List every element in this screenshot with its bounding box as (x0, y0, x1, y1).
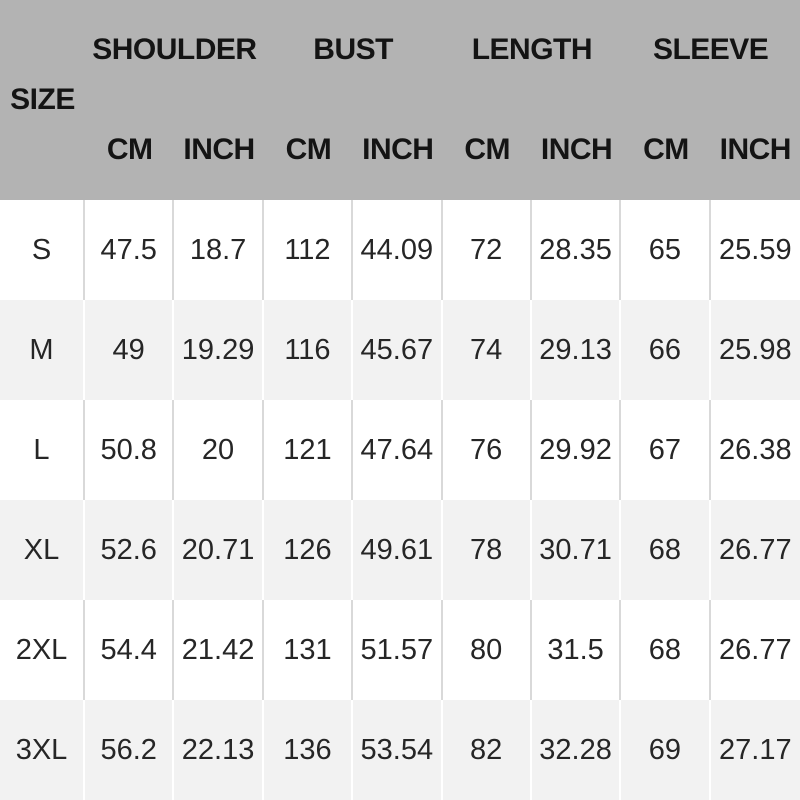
value-cell: 76 (443, 400, 532, 500)
value-cell: 68 (621, 500, 711, 600)
table-body: S 47.5 18.7 112 44.09 72 28.35 65 25.59 M 49 19.29 1… (0, 200, 800, 800)
unit-label: CM (106, 133, 153, 166)
value-cell: 66 (621, 300, 711, 400)
value-cell: 56.2 (85, 700, 175, 800)
value-cell: 26.38 (719, 433, 792, 466)
value-cell: 53.54 (353, 700, 443, 800)
table-row: S 47.5 18.7 112 44.09 72 28.35 65 25.59 (0, 200, 800, 300)
value-cell: 49 (85, 300, 175, 400)
unit-label: CM (285, 133, 332, 166)
column-group-label: BUST (313, 33, 393, 66)
size-cell: L (0, 400, 85, 500)
value-cell: 78 (443, 500, 532, 600)
value-cell: 25.59 (719, 233, 792, 266)
value-cell: 21.42 (174, 600, 264, 700)
value-cell: 112 (264, 200, 354, 300)
size-cell: 2XL (0, 600, 85, 700)
value-cell: 20.71 (174, 500, 264, 600)
group-header-row: SHOULDER BUST LENGTH SLEEVE (85, 0, 800, 100)
table-row: XL 52.6 20.71 126 49.61 78 30.71 68 26.77 (0, 500, 800, 600)
size-cell: XL (0, 500, 85, 600)
value-cell: 26.77 (719, 633, 792, 666)
size-cell: S (0, 200, 85, 300)
size-cell: M (0, 300, 85, 400)
column-group-label: SLEEVE (652, 33, 769, 66)
value-cell: 82 (443, 700, 532, 800)
table-row: 2XL 54.4 21.42 131 51.57 80 31.5 68 26.77 (0, 600, 800, 700)
value-cell: 49.61 (353, 500, 443, 600)
column-group-label: LENGTH (471, 33, 593, 66)
size-corner-label: SIZE (10, 83, 75, 116)
value-cell: 126 (264, 500, 354, 600)
value-cell: 22.13 (174, 700, 264, 800)
value-cell: 25.98 (719, 333, 792, 366)
value-cell: 65 (621, 200, 711, 300)
value-cell: 72 (443, 200, 532, 300)
value-cell: 69 (621, 700, 711, 800)
value-cell: 19.29 (174, 300, 264, 400)
table-header: SIZE SHOULDER BUST LENGTH SLEEVE CM INCH CM IN… (0, 0, 800, 200)
table-row: L 50.8 20 121 47.64 76 29.92 67 26.38 (0, 400, 800, 500)
value-cell: 47.5 (85, 200, 175, 300)
value-cell: 20 (174, 400, 264, 500)
value-cell: 44.09 (353, 200, 443, 300)
value-cell: 45.67 (353, 300, 443, 400)
value-cell: 51.57 (353, 600, 443, 700)
unit-label: INCH (362, 133, 434, 166)
value-cell: 68 (621, 600, 711, 700)
unit-label: INCH (719, 133, 792, 166)
value-cell: 136 (264, 700, 354, 800)
value-cell: 131 (264, 600, 354, 700)
value-cell: 50.8 (85, 400, 175, 500)
table-row: M 49 19.29 116 45.67 74 29.13 66 25.98 (0, 300, 800, 400)
unit-header-row: CM INCH CM INCH CM INCH CM INCH (85, 100, 800, 200)
value-cell: 30.71 (532, 500, 622, 600)
value-cell: 121 (264, 400, 354, 500)
value-cell: 32.28 (532, 700, 622, 800)
value-cell: 54.4 (85, 600, 175, 700)
value-cell: 31.5 (532, 600, 622, 700)
value-cell: 29.13 (532, 300, 622, 400)
value-cell: 67 (621, 400, 711, 500)
table-row: 3XL 56.2 22.13 136 53.54 82 32.28 69 27.17 (0, 700, 800, 800)
value-cell: 29.92 (532, 400, 622, 500)
value-cell: 27.17 (719, 733, 792, 766)
value-cell: 47.64 (353, 400, 443, 500)
unit-label: INCH (540, 133, 613, 166)
value-cell: 18.7 (174, 200, 264, 300)
value-cell: 80 (443, 600, 532, 700)
value-cell: 52.6 (85, 500, 175, 600)
unit-label: INCH (183, 133, 255, 166)
value-cell: 28.35 (532, 200, 622, 300)
value-cell: 116 (264, 300, 354, 400)
unit-label: CM (464, 133, 511, 166)
value-cell: 74 (443, 300, 532, 400)
unit-label: CM (643, 133, 689, 166)
column-group-label: SHOULDER (92, 33, 257, 66)
size-cell: 3XL (0, 700, 85, 800)
value-cell: 26.77 (719, 533, 792, 566)
